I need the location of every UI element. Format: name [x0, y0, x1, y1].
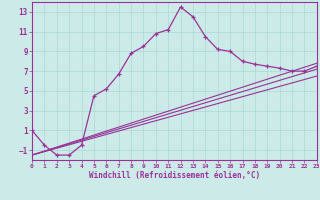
X-axis label: Windchill (Refroidissement éolien,°C): Windchill (Refroidissement éolien,°C)	[89, 171, 260, 180]
